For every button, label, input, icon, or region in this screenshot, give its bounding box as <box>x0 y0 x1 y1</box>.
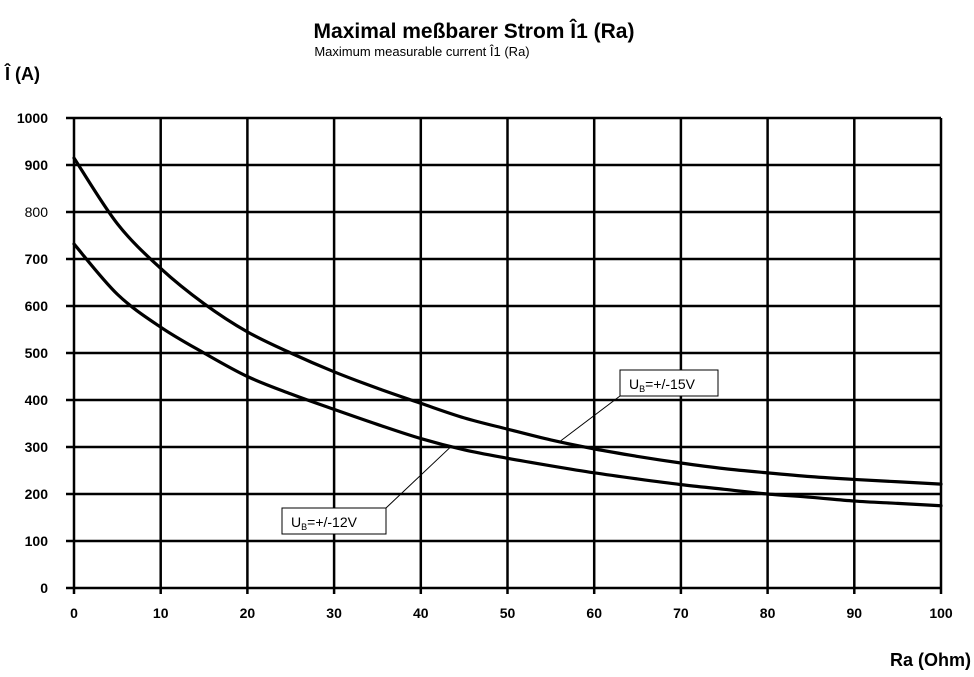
tick-labels: 0 10 20 30 40 50 60 70 80 90 100010020030040050060… <box>17 110 953 621</box>
grid <box>66 116 943 594</box>
x-tick-label: 60 <box>586 605 602 621</box>
y-tick-label: 0 <box>40 580 48 596</box>
annotation-text: UB=+/-15V <box>629 376 696 394</box>
x-tick-label: 40 <box>413 605 429 621</box>
y-axis-label: Î (A) <box>4 63 40 84</box>
y-tick-label: 400 <box>25 392 49 408</box>
annotation-text: UB=+/-12V <box>291 514 358 532</box>
x-tick-label: 0 <box>70 605 78 621</box>
x-tick-label: 80 <box>760 605 776 621</box>
y-tick-label: 1000 <box>17 110 48 126</box>
x-tick-label: 30 <box>326 605 342 621</box>
x-axis-label: Ra (Ohm) <box>890 650 971 670</box>
series-line-1 <box>72 242 943 508</box>
x-tick-label: 70 <box>673 605 689 621</box>
annotation-box <box>619 369 719 397</box>
x-tick-label: 20 <box>240 605 256 621</box>
annotation-1: UB=+/-12V <box>281 446 452 535</box>
chart-title: Maximal meßbarer Strom Î1 (Ra) <box>314 19 635 43</box>
y-tick-label: 100 <box>25 533 49 549</box>
series-curves <box>72 156 943 508</box>
y-tick-label: 300 <box>25 439 49 455</box>
annotation-0: UB=+/-15V <box>559 369 719 443</box>
y-tick-label: 200 <box>25 486 49 502</box>
annotation-box <box>281 507 387 535</box>
series-line-0 <box>72 156 943 486</box>
annotations: UB=+/-15V UB=+/-12V <box>281 369 719 535</box>
y-tick-label: 700 <box>25 251 49 267</box>
x-tick-label: 10 <box>153 605 169 621</box>
chart-subtitle: Maximum measurable current Î1 (Ra) <box>314 44 529 59</box>
x-tick-label: 90 <box>847 605 863 621</box>
y-tick-label: 800 <box>25 204 49 220</box>
annotation-leader-line <box>559 395 621 443</box>
x-tick-label: 100 <box>929 605 953 621</box>
y-tick-label: 500 <box>25 345 49 361</box>
annotation-leader-line <box>385 446 452 509</box>
y-tick-label: 600 <box>25 298 49 314</box>
x-tick-label: 50 <box>500 605 516 621</box>
y-tick-label: 900 <box>25 157 49 173</box>
